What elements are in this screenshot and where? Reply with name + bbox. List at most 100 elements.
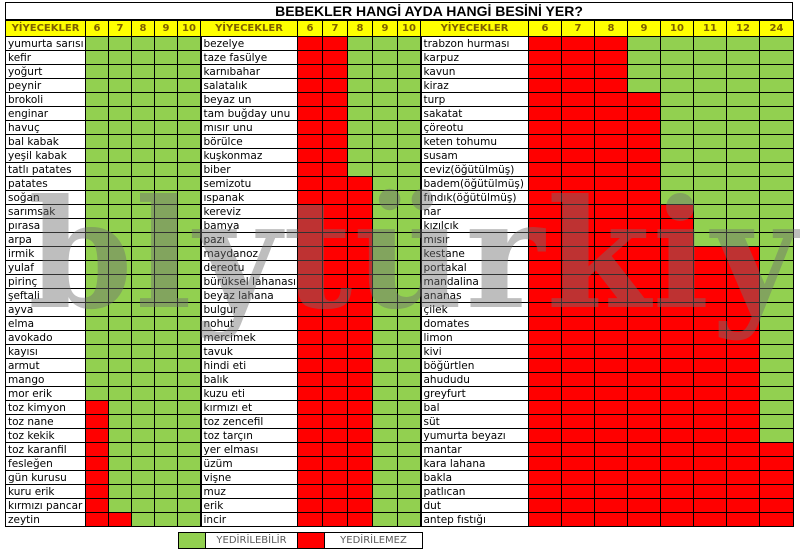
cell-edible <box>397 428 422 443</box>
table-row: soğan ıspanak fındık(öğütülmüş) <box>5 190 794 205</box>
cell-edible <box>759 176 794 191</box>
cell-not-edible <box>561 246 595 261</box>
cell-edible <box>108 204 132 219</box>
cell-edible <box>759 148 794 163</box>
cell-edible <box>660 162 694 177</box>
cell-not-edible <box>297 260 323 275</box>
cell-not-edible <box>322 386 348 401</box>
food-name: enginar <box>5 106 86 121</box>
cell-edible <box>154 260 178 275</box>
food-name: bakla <box>420 470 529 485</box>
food-name: böğürtlen <box>420 358 529 373</box>
cell-not-edible <box>85 414 109 429</box>
cell-not-edible <box>322 302 348 317</box>
food-name: susam <box>420 148 529 163</box>
cell-edible <box>177 302 202 317</box>
cell-edible <box>108 400 132 415</box>
cell-edible <box>85 218 109 233</box>
cell-edible <box>372 302 398 317</box>
cell-edible <box>154 302 178 317</box>
cell-not-edible <box>322 120 348 135</box>
cell-edible <box>177 288 202 303</box>
cell-not-edible <box>322 442 348 457</box>
cell-edible <box>85 78 109 93</box>
cell-edible <box>397 316 422 331</box>
cell-edible <box>177 386 202 401</box>
cell-not-edible <box>594 246 628 261</box>
cell-edible <box>693 218 727 233</box>
cell-not-edible <box>594 512 628 527</box>
food-name: kara lahana <box>420 456 529 471</box>
cell-not-edible <box>297 78 323 93</box>
cell-edible <box>108 260 132 275</box>
cell-not-edible <box>347 302 373 317</box>
cell-edible <box>397 484 422 499</box>
cell-edible <box>372 190 398 205</box>
food-name: kereviz <box>200 204 298 219</box>
cell-edible <box>397 414 422 429</box>
column-header-month: 9 <box>154 20 178 37</box>
cell-edible <box>154 428 178 443</box>
cell-not-edible <box>528 64 562 79</box>
food-name: keten tohumu <box>420 134 529 149</box>
cell-edible <box>154 64 178 79</box>
cell-edible <box>154 148 178 163</box>
cell-edible <box>372 134 398 149</box>
cell-edible <box>108 428 132 443</box>
cell-not-edible <box>347 344 373 359</box>
food-name: trabzon hurması <box>420 36 529 51</box>
cell-edible <box>759 204 794 219</box>
cell-edible <box>660 92 694 107</box>
cell-edible <box>131 512 155 527</box>
cell-not-edible <box>528 218 562 233</box>
cell-edible <box>759 190 794 205</box>
cell-not-edible <box>627 218 661 233</box>
cell-edible <box>108 414 132 429</box>
cell-edible <box>759 400 794 415</box>
cell-not-edible <box>693 344 727 359</box>
cell-not-edible <box>660 358 694 373</box>
cell-not-edible <box>627 120 661 135</box>
food-name: tatlı patates <box>5 162 86 177</box>
cell-edible <box>726 162 760 177</box>
food-name: semizotu <box>200 176 298 191</box>
cell-edible <box>85 64 109 79</box>
food-name: patates <box>5 176 86 191</box>
cell-not-edible <box>660 400 694 415</box>
cell-not-edible <box>528 176 562 191</box>
cell-edible <box>85 386 109 401</box>
cell-edible <box>108 64 132 79</box>
cell-not-edible <box>297 190 323 205</box>
cell-not-edible <box>347 386 373 401</box>
column-header-month: 6 <box>85 20 109 37</box>
cell-edible <box>154 274 178 289</box>
cell-not-edible <box>322 162 348 177</box>
cell-edible <box>131 386 155 401</box>
column-header-month: 12 <box>726 20 760 37</box>
cell-edible <box>726 190 760 205</box>
cell-not-edible <box>759 456 794 471</box>
table-row: pirinç bürüksel lahanası mandalina <box>5 274 794 289</box>
cell-not-edible <box>594 372 628 387</box>
cell-edible <box>131 246 155 261</box>
cell-edible <box>759 372 794 387</box>
cell-not-edible <box>726 400 760 415</box>
column-header-month: 10 <box>177 20 201 37</box>
cell-edible <box>131 260 155 275</box>
cell-edible <box>726 176 760 191</box>
food-name: kuzu eti <box>200 386 298 401</box>
cell-edible <box>397 358 422 373</box>
cell-edible <box>154 120 178 135</box>
cell-edible <box>372 274 398 289</box>
food-name: mısır <box>420 232 529 247</box>
cell-not-edible <box>627 288 661 303</box>
cell-not-edible <box>693 456 727 471</box>
cell-edible <box>726 134 760 149</box>
cell-not-edible <box>594 498 628 513</box>
cell-not-edible <box>322 232 348 247</box>
cell-edible <box>693 50 727 65</box>
cell-edible <box>397 246 422 261</box>
cell-edible <box>372 456 398 471</box>
cell-edible <box>177 428 202 443</box>
cell-edible <box>347 36 373 51</box>
